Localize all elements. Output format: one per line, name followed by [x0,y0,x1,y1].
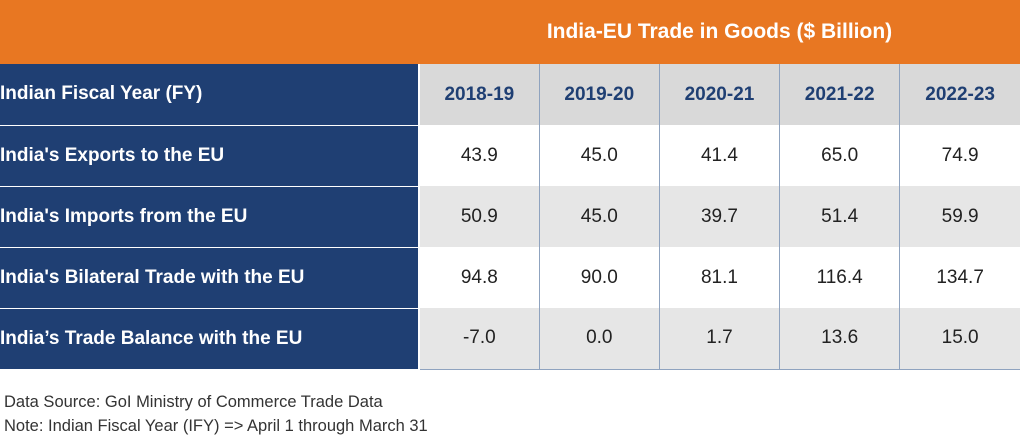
row-label: India's Exports to the EU [0,125,420,187]
table-cell: 94.8 [418,247,540,308]
row-label: India's Imports from the EU [0,186,420,248]
table-cell: 50.9 [418,186,540,247]
table-cell: 116.4 [779,247,900,308]
table-cell: 0.0 [538,308,660,370]
table-cell: 51.4 [779,186,900,247]
table-cell: 45.0 [538,125,660,186]
footnotes: Data Source: GoI Ministry of Commerce Tr… [4,390,428,438]
fiscal-year-header: Indian Fiscal Year (FY) [0,64,420,126]
table-cell: 1.7 [658,308,780,370]
table-cell: 13.6 [779,308,900,370]
table-cell: 43.9 [418,125,540,186]
year-header: 2018-19 [418,64,540,125]
row-label: India's Bilateral Trade with the EU [0,247,420,309]
table-cell: 134.7 [899,247,1020,308]
fiscal-year-note: Note: Indian Fiscal Year (IFY) => April … [4,417,428,435]
table-cell: 45.0 [538,186,660,247]
table-row-balance: India’s Trade Balance with the EU -7.0 0… [0,308,1020,370]
table-title: India-EU Trade in Goods ($ Billion) [546,20,893,43]
table-cell: 41.4 [658,125,780,186]
title-banner: India-EU Trade in Goods ($ Billion) [0,0,1020,64]
table-row-bilateral: India's Bilateral Trade with the EU 94.8… [0,247,1020,309]
table-row-imports: India's Imports from the EU 50.9 45.0 39… [0,186,1020,248]
data-source-note: Data Source: GoI Ministry of Commerce Tr… [4,393,383,411]
table-cell: 81.1 [658,247,780,308]
year-header: 2021-22 [779,64,900,125]
table-row-exports: India's Exports to the EU 43.9 45.0 41.4… [0,125,1020,187]
table-cell: 39.7 [658,186,780,247]
row-label: India’s Trade Balance with the EU [0,308,420,370]
year-header: 2022-23 [899,64,1020,125]
table-cell: 74.9 [899,125,1020,186]
header-row: Indian Fiscal Year (FY) 2018-19 2019-20 … [0,64,1020,126]
table-cell: -7.0 [418,308,540,370]
table-cell: 65.0 [779,125,900,186]
year-header: 2019-20 [538,64,660,125]
table-cell: 15.0 [899,308,1020,370]
year-header: 2020-21 [658,64,780,125]
trade-table: Indian Fiscal Year (FY) 2018-19 2019-20 … [0,64,1020,370]
table-cell: 59.9 [899,186,1020,247]
table-cell: 90.0 [538,247,660,308]
